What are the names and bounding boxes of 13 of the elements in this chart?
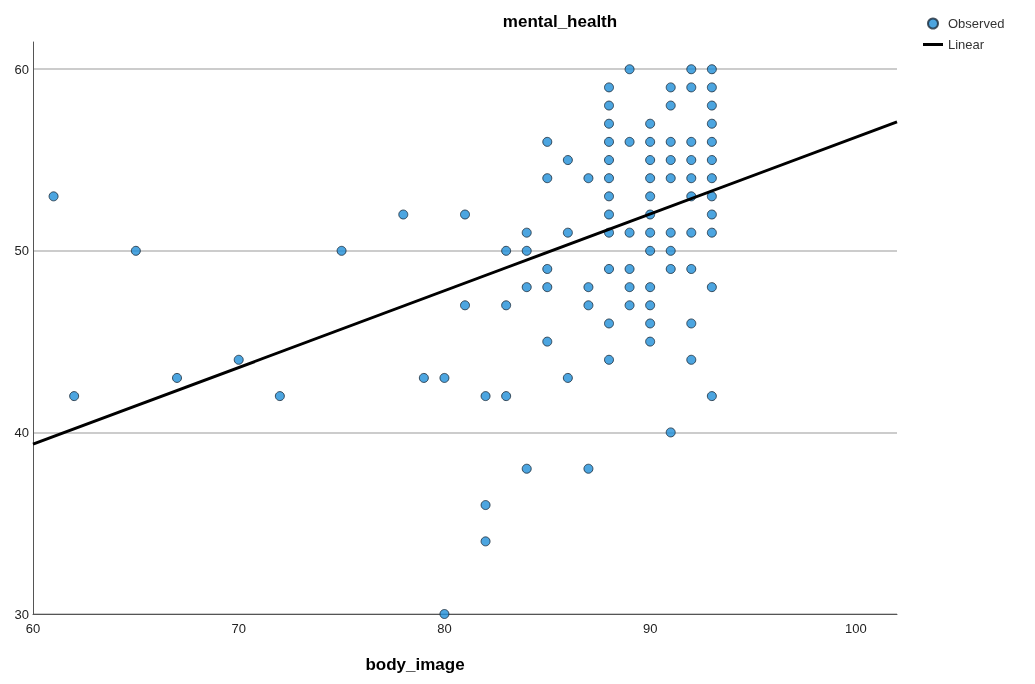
x-tick-label: 60	[25, 621, 41, 636]
y-tick-label: 50	[14, 243, 29, 259]
y-tick-label: 30	[14, 606, 29, 622]
x-tick-label: 100	[845, 621, 867, 636]
y-tick-label: 40	[14, 424, 29, 440]
x-tick-label: 90	[642, 621, 658, 636]
legend-label: Linear	[948, 37, 985, 52]
chart-title: mental_health	[502, 12, 618, 31]
x-tick-label: 80	[437, 621, 452, 636]
y-tick-label: 60	[14, 61, 29, 77]
x-axis-title: body_image	[365, 655, 465, 674]
x-tick-label: 70	[231, 621, 246, 636]
legend-label: Observed	[948, 16, 1005, 31]
